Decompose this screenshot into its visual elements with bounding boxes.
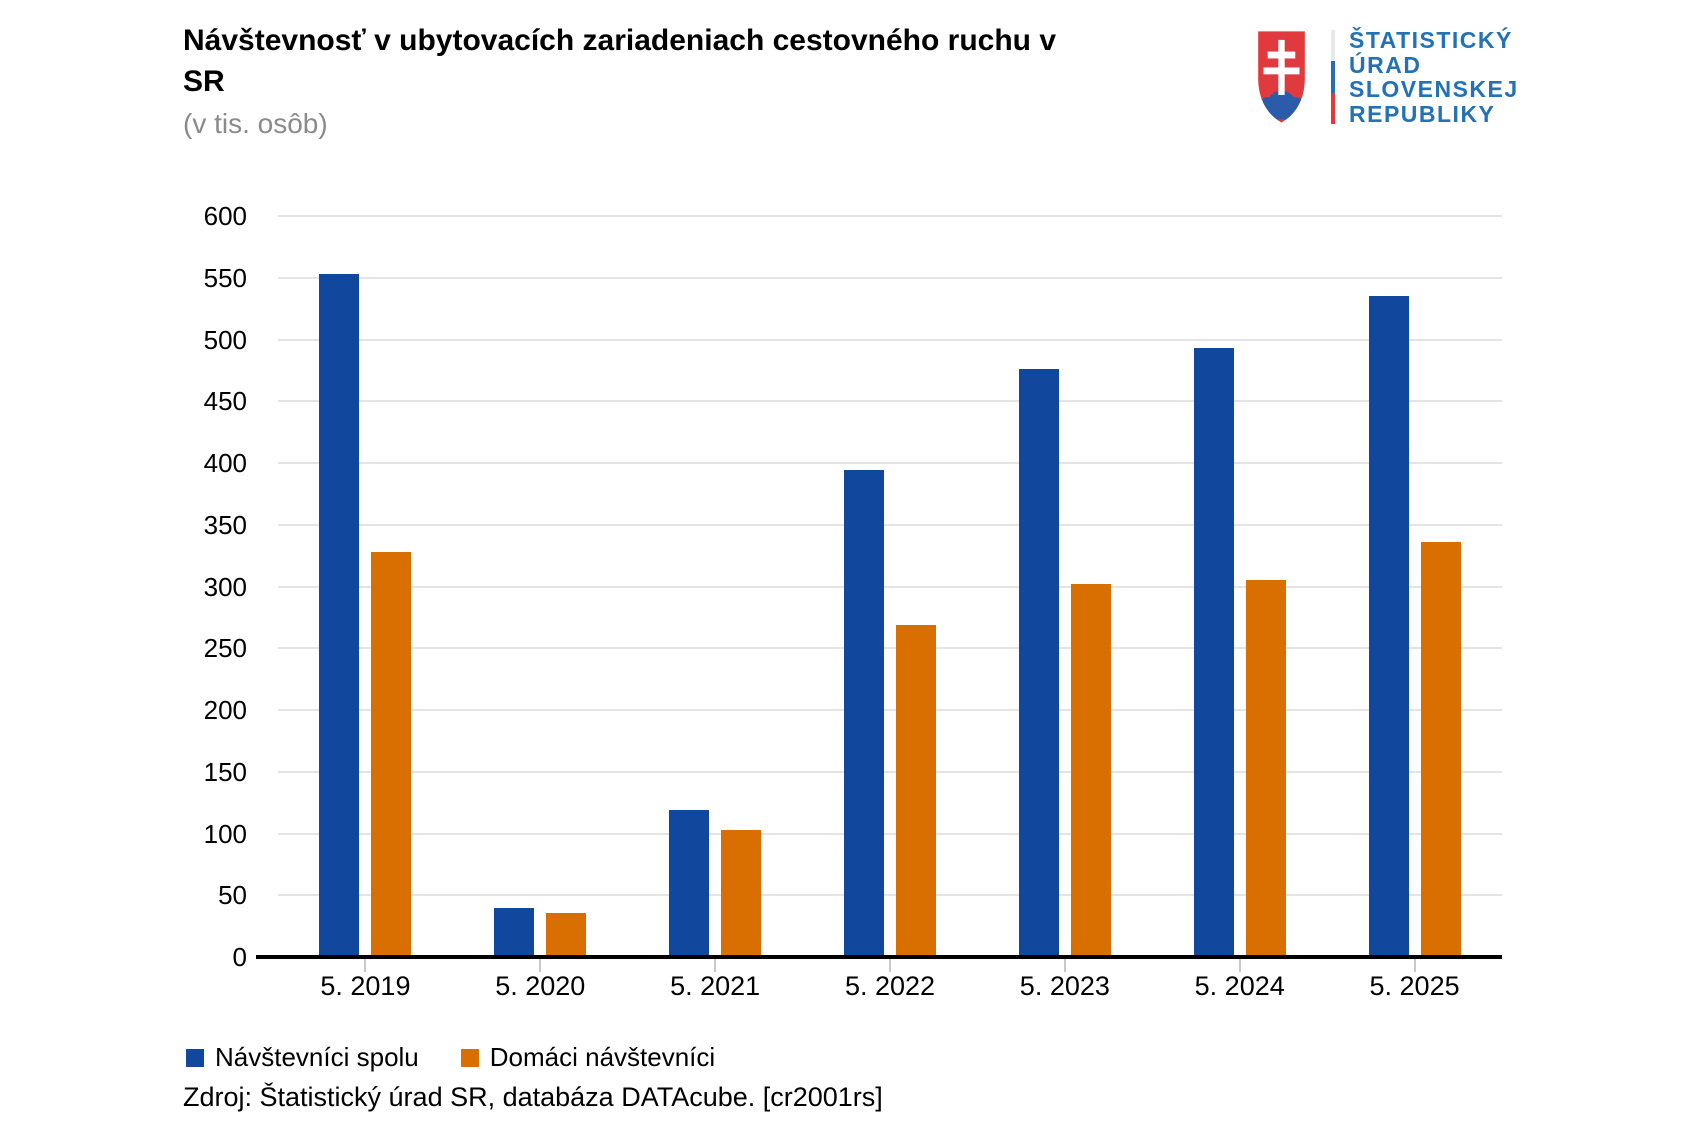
- legend-swatch-domaci-navstevnici: [460, 1048, 479, 1067]
- x-axis-tick-5-2021: [714, 959, 717, 972]
- logo-text-line: ÚRAD: [1349, 51, 1422, 78]
- legend-item-navstevnici-spolu: Návštevníci spolu: [186, 1042, 419, 1073]
- bar-domaci-navstevnici-5-2025: [1420, 542, 1461, 957]
- y-axis-label-550: 550: [203, 262, 247, 293]
- x-axis-tick-5-2025: [1413, 959, 1416, 972]
- x-axis-tick-5-2022: [889, 959, 891, 972]
- gridline-450: [278, 400, 1502, 403]
- x-axis-line: [256, 955, 1502, 959]
- slovak-coat-of-arms-icon: [1258, 31, 1305, 123]
- y-axis-label-400: 400: [203, 448, 247, 478]
- gridline-50: [278, 894, 1502, 897]
- y-axis-label-450: 450: [203, 386, 247, 417]
- x-axis-tick-5-2023: [1063, 959, 1066, 972]
- bar-domaci-navstevnici-5-2019: [371, 551, 412, 957]
- flag-red-stripe: [1331, 92, 1335, 124]
- y-axis-label-300: 300: [203, 571, 247, 602]
- logo-text-line: SLOVENSKEJ: [1349, 76, 1519, 102]
- bar-domaci-navstevnici-5-2024: [1245, 580, 1286, 957]
- x-axis-tick-5-2020: [539, 959, 542, 972]
- y-axis-label-0: 0: [232, 942, 247, 972]
- bar-navstevnici-spolu-5-2019: [319, 274, 360, 957]
- gridline-200: [278, 709, 1502, 711]
- legend-item-domaci-navstevnici: Domáci návštevníci: [460, 1042, 716, 1073]
- logo-flag-divider: [1331, 30, 1335, 124]
- y-axis-label-100: 100: [203, 818, 247, 849]
- flag-white-stripe: [1331, 30, 1335, 62]
- bar-domaci-navstevnici-5-2021: [721, 829, 762, 957]
- y-axis-label-150: 150: [203, 756, 247, 787]
- gridline-400: [278, 462, 1502, 464]
- gridline-350: [278, 523, 1502, 526]
- y-axis-label-500: 500: [203, 324, 247, 355]
- chart-title: Návštevnosť v ubytovacích zariadeniach c…: [183, 24, 1057, 98]
- gridline-150: [278, 770, 1502, 773]
- legend-label-navstevnici-spolu: Návštevníci spolu: [215, 1042, 419, 1072]
- x-axis-label-5-2020: 5. 2020: [495, 971, 586, 1001]
- x-axis-label-5-2022: 5. 2022: [844, 971, 936, 1001]
- y-axis-label-50: 50: [218, 880, 247, 911]
- y-axis-label-350: 350: [203, 509, 247, 540]
- gridline-250: [278, 647, 1502, 650]
- x-axis-label-5-2021: 5. 2021: [670, 971, 761, 1001]
- legend-swatch-navstevnici-spolu: [186, 1048, 204, 1067]
- title-block: Návštevnosť v ubytovacích zariadeniach c…: [183, 20, 1063, 140]
- legend-label-domaci-navstevnici: Domáci návštevníci: [489, 1042, 716, 1072]
- y-axis-label-200: 200: [203, 695, 247, 725]
- source-note: Zdroj: Štatistický úrad SR, databáza DAT…: [183, 1082, 883, 1112]
- gridline-600: [278, 215, 1502, 217]
- logo-text-line: ŠTATISTICKÝ: [1349, 27, 1513, 53]
- x-axis-label-5-2023: 5. 2023: [1019, 971, 1110, 1001]
- flag-blue-stripe: [1331, 61, 1335, 93]
- x-axis-tick-5-2024: [1238, 959, 1241, 972]
- bar-navstevnici-spolu-5-2025: [1368, 296, 1409, 957]
- bar-navstevnici-spolu-5-2023: [1018, 369, 1059, 957]
- gridline-100: [278, 832, 1502, 835]
- bar-navstevnici-spolu-5-2024: [1193, 348, 1234, 957]
- x-axis-label-5-2025: 5. 2025: [1369, 971, 1460, 1001]
- bar-domaci-navstevnici-5-2023: [1070, 584, 1111, 957]
- x-axis-tick-5-2019: [364, 959, 367, 972]
- bar-domaci-navstevnici-5-2022: [896, 624, 936, 957]
- bar-navstevnici-spolu-5-2020: [494, 907, 535, 957]
- x-axis-label-5-2019: 5. 2019: [320, 971, 411, 1001]
- gridline-550: [278, 276, 1502, 279]
- gridline-300: [278, 585, 1502, 588]
- statistical-office-logo: ŠTATISTICKÝ ÚRAD SLOVENSKEJ REPUBLIKY: [1255, 26, 1675, 136]
- logo-text: ŠTATISTICKÝ ÚRAD SLOVENSKEJ REPUBLIKY: [1349, 28, 1519, 126]
- x-axis-label-5-2024: 5. 2024: [1194, 971, 1285, 1001]
- bar-domaci-navstevnici-5-2020: [546, 912, 587, 957]
- bar-navstevnici-spolu-5-2022: [844, 470, 884, 957]
- chart-subtitle: (v tis. osôb): [183, 108, 328, 139]
- logo-text-line: REPUBLIKY: [1349, 100, 1496, 127]
- gridline-500: [278, 338, 1502, 341]
- chart-legend: Návštevníci spolu Domáci návštevníci: [186, 1042, 715, 1073]
- bar-navstevnici-spolu-5-2021: [669, 810, 710, 957]
- y-axis-label-600: 600: [203, 201, 247, 231]
- y-axis-label-250: 250: [203, 633, 247, 664]
